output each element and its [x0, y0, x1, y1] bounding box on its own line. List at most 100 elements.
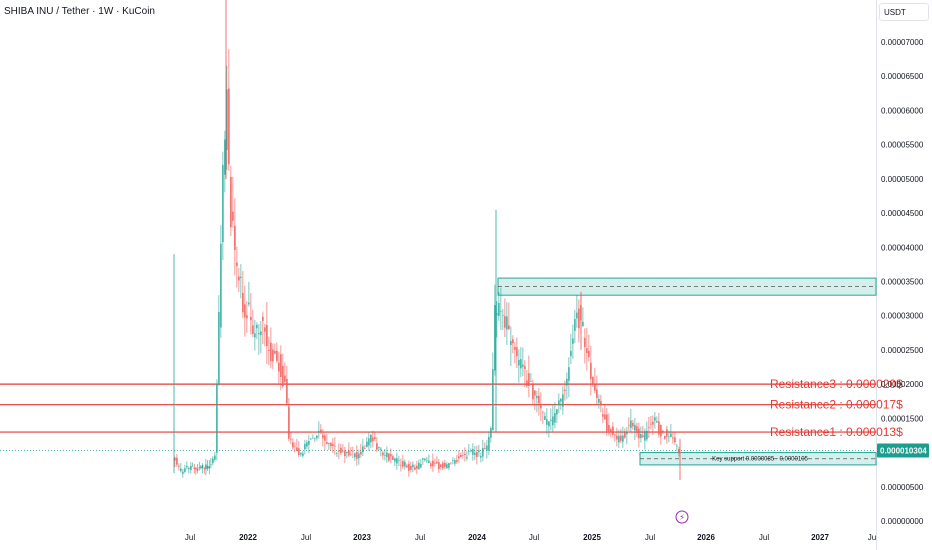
- candle-body: [352, 450, 354, 452]
- candle-body: [278, 362, 280, 372]
- candle-body: [236, 262, 238, 267]
- candle-body: [536, 396, 538, 399]
- x-tick-label: 2027: [811, 533, 829, 542]
- candle-body: [520, 359, 522, 369]
- candle-body: [348, 450, 350, 456]
- candle-body: [442, 462, 444, 469]
- candle-body: [246, 315, 248, 319]
- x-tick-label: Jul: [185, 533, 195, 542]
- candle-body: [264, 327, 266, 332]
- candle-body: [210, 464, 212, 466]
- candle-body: [344, 450, 346, 457]
- candle-body: [526, 380, 528, 387]
- candle-body: [612, 426, 614, 435]
- candle-body: [430, 463, 432, 467]
- candle-body: [512, 339, 514, 344]
- candle-body: [392, 456, 394, 460]
- candle-body: [276, 350, 278, 361]
- candle-body: [182, 471, 184, 474]
- lightning-icon: ⚡: [679, 513, 685, 522]
- candle-body: [196, 468, 199, 471]
- candle-body: [320, 429, 322, 433]
- candle-body: [296, 447, 298, 452]
- candle-body: [266, 324, 268, 347]
- candle-body: [586, 348, 588, 353]
- candle-body: [440, 464, 442, 468]
- candle-body: [566, 378, 568, 386]
- candle-body: [530, 381, 532, 382]
- candle-body: [628, 425, 630, 426]
- candle-body: [376, 443, 378, 450]
- candle-body: [642, 435, 644, 438]
- candle-body: [298, 448, 300, 456]
- y-tick-label: 0.00003000: [881, 312, 924, 321]
- candle-body: [248, 302, 250, 305]
- candle-body: [546, 419, 548, 425]
- candle-body: [458, 456, 460, 459]
- candle-body: [466, 457, 468, 459]
- resistance-label: Resistance2 : 0.000017$: [770, 398, 903, 412]
- candle-body: [654, 417, 656, 421]
- candle-body: [648, 427, 650, 428]
- candle-body: [548, 421, 550, 427]
- candle-body: [256, 324, 258, 329]
- candle-body: [378, 447, 380, 449]
- x-tick-label: Jul: [645, 533, 655, 542]
- candle-body: [226, 89, 228, 151]
- candle-body: [254, 333, 256, 338]
- candle-body: [656, 421, 658, 423]
- y-tick-label: 0.00006000: [881, 106, 924, 115]
- candle-body: [282, 365, 284, 387]
- x-tick-label: 2024: [468, 533, 486, 542]
- candle-body: [664, 436, 666, 439]
- candle-body: [552, 416, 554, 426]
- candle-body: [286, 378, 288, 404]
- candle-body: [272, 349, 274, 362]
- candle-body: [634, 425, 636, 431]
- candle-body: [678, 449, 680, 452]
- candle-body: [626, 431, 628, 435]
- candle-body: [468, 451, 470, 452]
- candle-body: [464, 453, 466, 455]
- candle-body: [350, 454, 352, 456]
- candle-body: [406, 465, 408, 468]
- candle-body: [242, 292, 244, 313]
- candle-body: [470, 450, 472, 452]
- candle-body: [562, 394, 564, 407]
- candle-body: [492, 369, 494, 431]
- candle-body: [582, 321, 584, 327]
- candle-body: [434, 462, 436, 464]
- candle-body: [616, 435, 618, 440]
- x-tick-label: Jul: [301, 533, 311, 542]
- candle-body: [294, 446, 296, 448]
- candle-body: [238, 276, 240, 281]
- candle-body: [274, 351, 276, 354]
- candle-body: [528, 373, 530, 386]
- candle-body: [174, 457, 176, 461]
- candle-body: [652, 421, 654, 425]
- candle-body: [280, 354, 282, 377]
- resistance-layer: Resistance3 : 0.000020$ Resistance2 : 0.0…: [0, 377, 903, 451]
- candle-body: [524, 366, 526, 369]
- candle-body: [478, 450, 480, 453]
- candle-body: [568, 367, 570, 381]
- candle-body: [374, 436, 376, 439]
- candle-body: [594, 383, 596, 391]
- candle-body: [632, 422, 634, 427]
- candle-body: [412, 464, 414, 468]
- candle-body: [550, 419, 552, 421]
- candle-body: [386, 452, 388, 458]
- candle-body: [234, 225, 236, 250]
- candle-body: [508, 325, 510, 329]
- candle-body: [622, 435, 624, 442]
- currency-selector[interactable]: USDT: [879, 3, 929, 21]
- candle-body: [670, 433, 672, 437]
- candle-body: [596, 389, 598, 398]
- candle-body: [480, 455, 482, 458]
- candle-body: [572, 338, 574, 344]
- candle-body: [494, 305, 496, 371]
- candle-body: [340, 447, 342, 454]
- candle-body: [518, 360, 520, 366]
- candle-body: [186, 466, 188, 468]
